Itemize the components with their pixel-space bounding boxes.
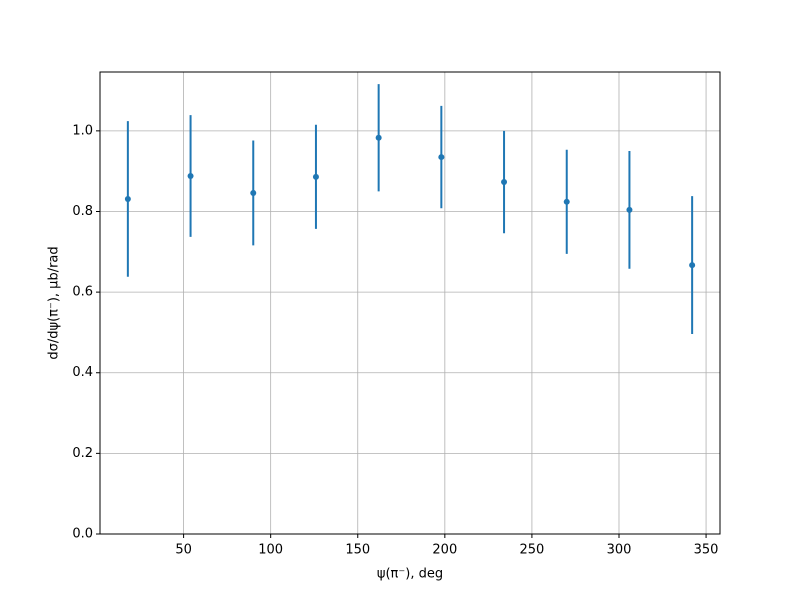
data-point: [124, 195, 131, 202]
x-tick-label: 100: [258, 543, 283, 558]
y-tick-label: 0.6: [72, 285, 93, 300]
y-tick-label: 0.8: [72, 204, 93, 219]
x-tick-label: 200: [432, 543, 457, 558]
y-tick-label: 0.4: [72, 365, 93, 380]
data-point: [501, 179, 508, 186]
x-tick-label: 250: [519, 543, 544, 558]
x-tick-label: 50: [175, 543, 192, 558]
data-point: [563, 198, 570, 205]
data-point: [626, 206, 633, 213]
data-point: [312, 173, 319, 180]
y-tick-label: 0.2: [72, 446, 93, 461]
data-point: [375, 134, 382, 141]
data-point: [187, 173, 194, 180]
y-tick-label: 0.0: [72, 527, 93, 542]
x-tick-label: 350: [694, 543, 719, 558]
x-tick-label: 150: [345, 543, 370, 558]
x-axis-label: ψ(π⁻), deg: [377, 567, 443, 582]
x-tick-label: 300: [607, 543, 632, 558]
y-tick-label: 1.0: [72, 123, 93, 138]
data-point: [689, 262, 696, 269]
plot-frame: [99, 71, 721, 535]
y-axis-label: dσ/dψ(π⁻), μb/rad: [47, 246, 62, 359]
data-point: [438, 154, 445, 161]
data-point: [250, 189, 257, 196]
